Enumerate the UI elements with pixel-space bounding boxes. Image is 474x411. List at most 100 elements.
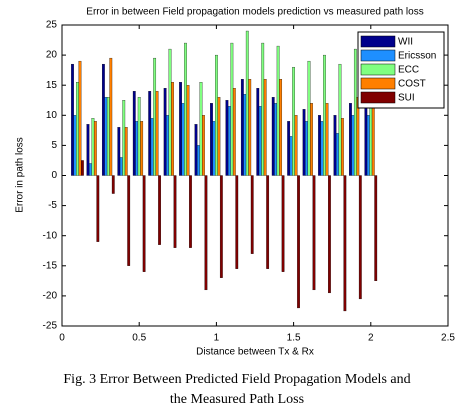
bar [111, 175, 115, 194]
bar [353, 48, 357, 176]
bar [135, 121, 139, 176]
bar [155, 91, 159, 176]
bar [343, 175, 347, 312]
bar [215, 54, 218, 176]
y-tick-label: 15 [46, 80, 58, 91]
bar [263, 79, 267, 176]
bar [256, 88, 260, 176]
bar [140, 121, 144, 176]
y-tick-label: -20 [43, 291, 58, 302]
bar [219, 175, 223, 278]
y-tick-label: -15 [43, 260, 58, 271]
bar [186, 85, 190, 176]
bar [109, 57, 113, 176]
bar [181, 103, 185, 176]
bar [245, 30, 249, 176]
bar [189, 175, 192, 248]
bar [349, 103, 352, 176]
bar [366, 115, 370, 176]
bar [281, 175, 285, 272]
bar [127, 175, 131, 266]
bar [78, 60, 82, 176]
bar [258, 106, 262, 176]
bar [197, 145, 200, 176]
bar [199, 82, 203, 176]
bar [312, 175, 316, 291]
chart-title: Error in between Field propagation model… [86, 7, 423, 18]
bar [132, 91, 136, 176]
bar [287, 121, 291, 176]
bar [274, 103, 278, 176]
bar [230, 42, 234, 176]
bar [248, 79, 252, 176]
bar [80, 160, 84, 176]
bar [179, 82, 182, 176]
bar [271, 97, 275, 176]
bar [101, 63, 105, 176]
bar [122, 100, 126, 176]
bar [318, 115, 321, 176]
legend-swatch [360, 91, 396, 104]
bar [374, 175, 378, 281]
y-tick-label: 25 [46, 20, 58, 31]
bar [266, 175, 270, 269]
bar [204, 175, 208, 291]
bar [173, 175, 177, 248]
bar [76, 82, 79, 176]
x-tick-label: 2.5 [441, 333, 455, 344]
bar [356, 97, 360, 176]
bar [364, 103, 368, 176]
bar [153, 57, 157, 176]
bar [336, 133, 339, 176]
bar [328, 175, 331, 294]
bar [279, 79, 283, 176]
bar [104, 97, 108, 176]
x-axis-label: Distance between Tx & Rx [196, 347, 314, 358]
bar [302, 109, 306, 176]
bar [96, 175, 100, 242]
bar [89, 163, 92, 176]
bar [320, 121, 324, 176]
bar [351, 115, 355, 176]
bar [210, 103, 213, 176]
bar [71, 63, 74, 176]
legend-swatch [360, 77, 396, 90]
bar [73, 115, 77, 176]
bar [297, 175, 300, 309]
bar [93, 121, 97, 176]
bar [341, 118, 344, 176]
x-tick-label: 0.5 [132, 333, 146, 344]
y-tick-label: -10 [43, 230, 58, 241]
legend-swatch [360, 35, 396, 48]
bar [163, 88, 167, 176]
bar [232, 88, 236, 176]
legend-label: WII [398, 37, 413, 48]
bar [240, 79, 244, 176]
bar [166, 115, 169, 176]
y-tick-label: -5 [48, 200, 57, 211]
bar [261, 42, 265, 176]
x-tick-label: 2 [368, 333, 374, 344]
x-tick-label: 1 [214, 333, 220, 344]
legend-swatch [360, 49, 396, 62]
bar [119, 157, 123, 176]
bar [137, 97, 141, 176]
legend-label: Ericsson [398, 51, 436, 62]
bar [325, 103, 329, 176]
bar [142, 175, 146, 272]
bar [323, 54, 326, 176]
bar [307, 60, 311, 176]
legend-label: ECC [398, 65, 419, 76]
bar [294, 115, 298, 176]
x-tick-label: 1.5 [287, 333, 301, 344]
bar [148, 91, 152, 176]
y-tick-label: 10 [46, 110, 58, 121]
bar [333, 115, 337, 176]
bar [310, 103, 313, 176]
y-tick-label: 0 [51, 170, 57, 181]
bar [202, 115, 205, 176]
bar [194, 124, 198, 176]
bar [305, 121, 308, 176]
bar [225, 100, 229, 176]
